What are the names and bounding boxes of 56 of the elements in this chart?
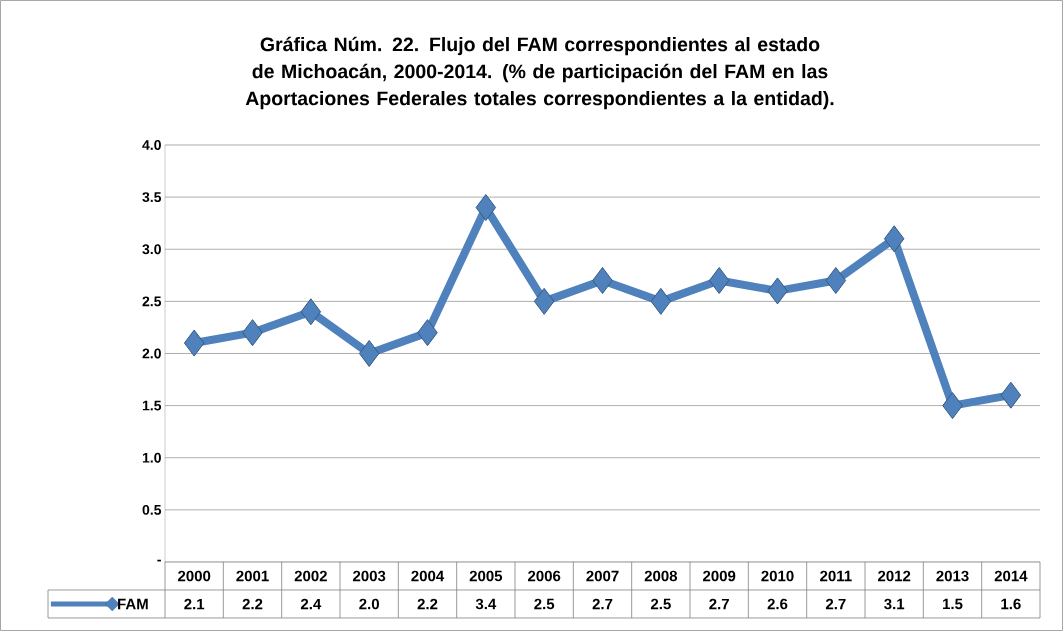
x-tick-label: 2001 <box>236 570 269 582</box>
legend-label: FAM <box>118 598 148 610</box>
x-tick-label: 2006 <box>528 570 561 582</box>
x-tick-label: 2004 <box>411 570 445 582</box>
x-tick-label: 2011 <box>820 570 852 582</box>
y-tick-label: 0.5 <box>142 504 162 515</box>
data-label: 2.2 <box>417 598 438 610</box>
data-label: 1.6 <box>1001 598 1021 610</box>
data-label: 2.5 <box>650 598 671 610</box>
point <box>417 319 438 347</box>
y-tick-label: 1.0 <box>142 452 161 463</box>
data-label: 2.5 <box>534 598 555 610</box>
data-label: 3.4 <box>475 598 497 610</box>
data-label: 2.7 <box>709 598 729 610</box>
chart-title: Gráfica Núm. 22. Flujo del FAM correspondientes al estado de Michoacán, 2000-2014. (% de participación del FAM en las Aportaciones Federales totales correspondientes a la entidad). <box>245 36 834 110</box>
point <box>592 267 613 295</box>
x-tick-label: 2005 <box>469 570 503 582</box>
data-label: 2.7 <box>825 598 846 610</box>
point <box>1000 381 1022 409</box>
point <box>242 319 263 347</box>
x-tick-label: 2010 <box>761 570 794 582</box>
x-tick-label: 2009 <box>703 570 736 582</box>
point <box>825 267 847 295</box>
y-tick-label: 4.0 <box>142 140 161 150</box>
point <box>300 298 322 326</box>
point <box>708 267 730 295</box>
point <box>183 329 205 357</box>
x-tick-label: 2013 <box>936 570 969 582</box>
point <box>942 392 963 420</box>
data-label: 2.4 <box>300 598 322 610</box>
x-tick-label: 2007 <box>586 570 619 582</box>
point <box>358 339 380 367</box>
point <box>767 277 788 305</box>
x-tick-label: 2008 <box>644 570 678 582</box>
data-label: 2.7 <box>592 598 613 610</box>
x-tick-label: 2012 <box>878 570 911 582</box>
y-tick-label: 2.0 <box>142 348 161 359</box>
data-label: 2.0 <box>359 598 379 610</box>
x-tick-label: 2014 <box>994 570 1028 582</box>
point <box>533 287 555 315</box>
x-tick-label: 2003 <box>353 570 386 582</box>
y-tick-label: 2.5 <box>142 296 162 307</box>
point <box>475 194 497 222</box>
data-label: 2.1 <box>184 598 205 610</box>
point <box>650 287 672 315</box>
point <box>883 225 905 253</box>
y-tick-label: 3.0 <box>142 244 161 255</box>
x-tick-label: 2002 <box>294 570 327 582</box>
y-tick-label: 3.5 <box>142 192 162 203</box>
data-label: 1.5 <box>943 598 963 610</box>
data-label: 2.2 <box>242 598 263 610</box>
data-label: 2.6 <box>767 598 788 610</box>
y-tick-label: 1.5 <box>142 400 162 411</box>
data-label: 3.1 <box>884 598 905 610</box>
y-tick-label: - <box>157 559 161 562</box>
x-tick-label: 2000 <box>178 570 211 582</box>
